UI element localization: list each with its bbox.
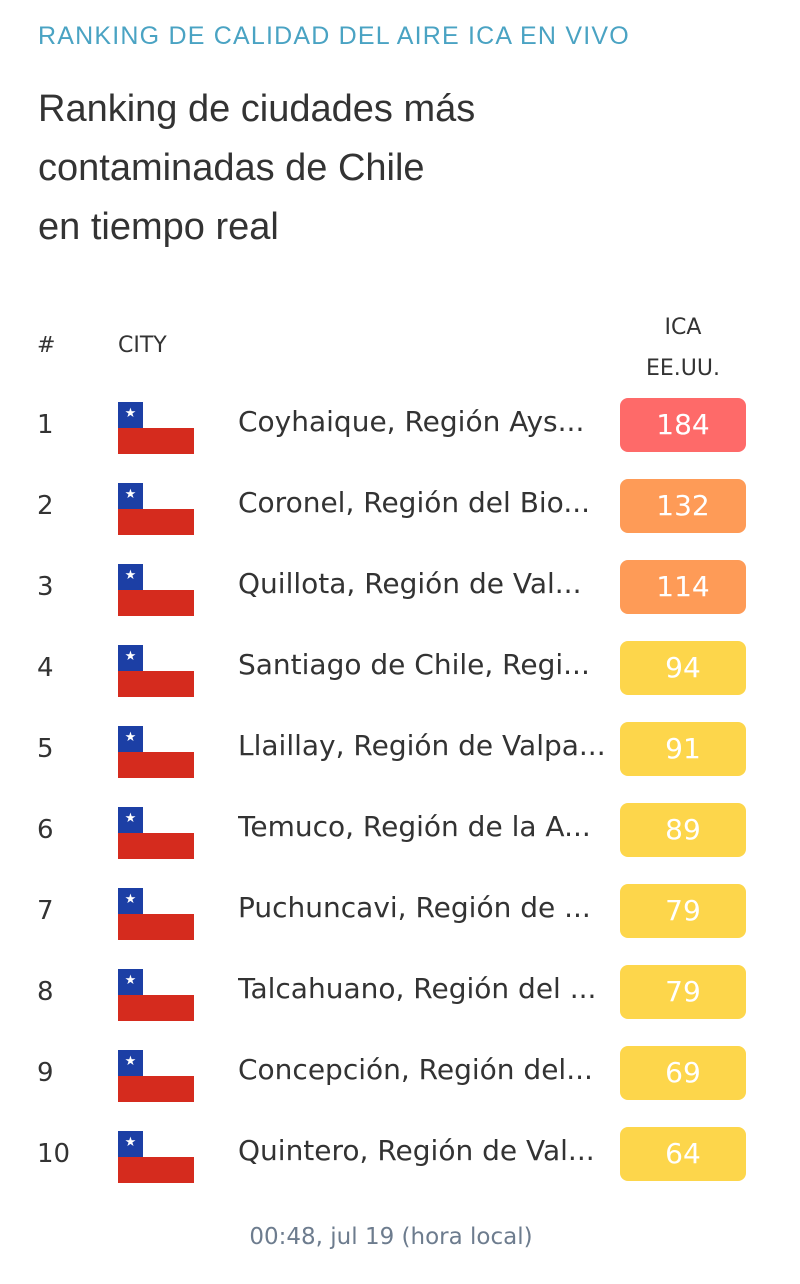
aqi-badge: 114 bbox=[620, 560, 746, 614]
aqi-badge: 79 bbox=[620, 965, 746, 1019]
table-row[interactable]: 9 ★ Concepción, Región del... 69 bbox=[0, 1034, 800, 1115]
title-line-1: Ranking de ciudades más bbox=[38, 88, 476, 130]
rank-number: 9 bbox=[37, 1058, 54, 1088]
table-row[interactable]: 6 ★ Temuco, Región de la A... 89 bbox=[0, 791, 800, 872]
chile-flag-icon: ★ bbox=[118, 645, 194, 697]
aqi-badge: 91 bbox=[620, 722, 746, 776]
column-header-city: CITY bbox=[118, 333, 167, 358]
table-row[interactable]: 3 ★ Quillota, Región de Val... 114 bbox=[0, 548, 800, 629]
chile-flag-icon: ★ bbox=[118, 1050, 194, 1102]
city-name-link[interactable]: Quintero, Región de Val... bbox=[238, 1134, 595, 1167]
city-name-link[interactable]: Talcahuano, Región del ... bbox=[238, 972, 597, 1005]
city-name-link[interactable]: Coronel, Región del Bio... bbox=[238, 486, 591, 519]
aqi-badge: 184 bbox=[620, 398, 746, 452]
chile-flag-icon: ★ bbox=[118, 726, 194, 778]
title-line-2: contaminadas de Chile bbox=[38, 147, 425, 189]
city-name-link[interactable]: Coyhaique, Región Ays... bbox=[238, 405, 585, 438]
rank-number: 3 bbox=[37, 572, 54, 602]
column-header-rank: # bbox=[37, 333, 56, 358]
chile-flag-icon: ★ bbox=[118, 483, 194, 535]
column-header-aqi: ICA EE.UU. bbox=[620, 307, 746, 389]
table-row[interactable]: 5 ★ Llaillay, Región de Valpa... 91 bbox=[0, 710, 800, 791]
rank-number: 2 bbox=[37, 491, 54, 521]
rank-number: 6 bbox=[37, 815, 54, 845]
aqi-badge: 69 bbox=[620, 1046, 746, 1100]
aqi-badge: 94 bbox=[620, 641, 746, 695]
rank-number: 5 bbox=[37, 734, 54, 764]
chile-flag-icon: ★ bbox=[118, 888, 194, 940]
aqi-badge: 79 bbox=[620, 884, 746, 938]
table-row[interactable]: 2 ★ Coronel, Región del Bio... 132 bbox=[0, 467, 800, 548]
city-name-link[interactable]: Quillota, Región de Val... bbox=[238, 567, 582, 600]
table-header: # CITY ICA EE.UU. bbox=[0, 305, 800, 385]
aqi-badge: 132 bbox=[620, 479, 746, 533]
table-row[interactable]: 8 ★ Talcahuano, Región del ... 79 bbox=[0, 953, 800, 1034]
rank-number: 1 bbox=[37, 410, 54, 440]
column-header-aqi-line1: ICA bbox=[664, 315, 702, 340]
rank-number: 4 bbox=[37, 653, 54, 683]
aqi-badge: 89 bbox=[620, 803, 746, 857]
ranking-table: 1 ★ Coyhaique, Región Ays... 184 2 ★ Coronel, … bbox=[0, 386, 800, 1196]
rank-number: 10 bbox=[37, 1139, 71, 1169]
city-name-link[interactable]: Concepción, Región del... bbox=[238, 1053, 593, 1086]
column-header-aqi-line2: EE.UU. bbox=[646, 356, 720, 381]
chile-flag-icon: ★ bbox=[118, 969, 194, 1021]
eyebrow-heading: RANKING DE CALIDAD DEL AIRE ICA EN VIVO bbox=[38, 22, 630, 50]
table-row[interactable]: 10 ★ Quintero, Región de Val... 64 bbox=[0, 1115, 800, 1196]
chile-flag-icon: ★ bbox=[118, 564, 194, 616]
city-name-link[interactable]: Santiago de Chile, Regi... bbox=[238, 648, 590, 681]
city-name-link[interactable]: Llaillay, Región de Valpa... bbox=[238, 729, 606, 762]
page-title: Ranking de ciudades más contaminadas de … bbox=[38, 80, 638, 257]
chile-flag-icon: ★ bbox=[118, 402, 194, 454]
city-name-link[interactable]: Temuco, Región de la A... bbox=[238, 810, 591, 843]
aqi-badge: 64 bbox=[620, 1127, 746, 1181]
rank-number: 7 bbox=[37, 896, 54, 926]
rank-number: 8 bbox=[37, 977, 54, 1007]
city-name-link[interactable]: Puchuncavi, Región de ... bbox=[238, 891, 591, 924]
table-row[interactable]: 7 ★ Puchuncavi, Región de ... 79 bbox=[0, 872, 800, 953]
table-row[interactable]: 4 ★ Santiago de Chile, Regi... 94 bbox=[0, 629, 800, 710]
chile-flag-icon: ★ bbox=[118, 1131, 194, 1183]
chile-flag-icon: ★ bbox=[118, 807, 194, 859]
title-line-3: en tiempo real bbox=[38, 206, 279, 248]
table-row[interactable]: 1 ★ Coyhaique, Región Ays... 184 bbox=[0, 386, 800, 467]
timestamp: 00:48, jul 19 (hora local) bbox=[249, 1224, 533, 1250]
